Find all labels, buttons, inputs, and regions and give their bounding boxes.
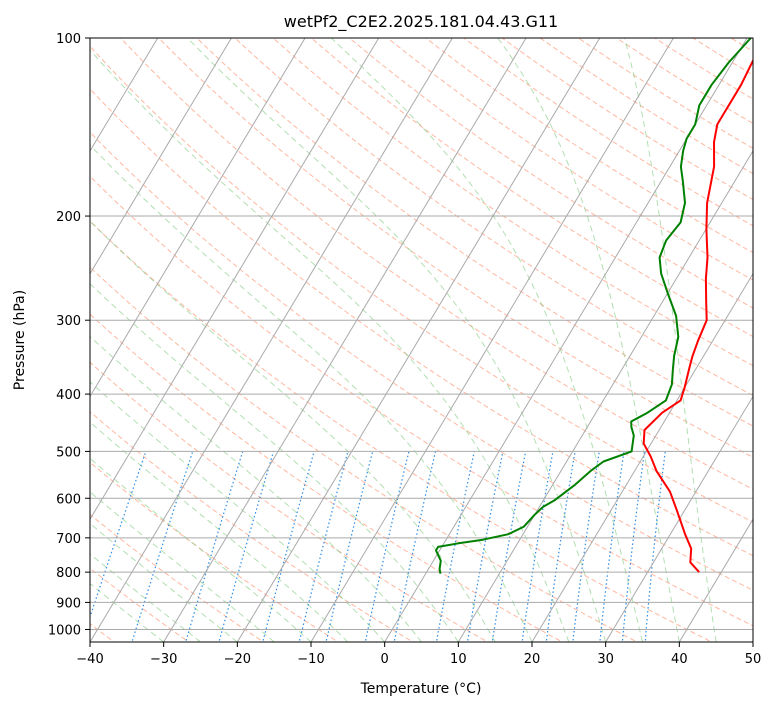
isotherm-gridline bbox=[90, 38, 380, 521]
isotherm-gridline bbox=[236, 38, 601, 642]
dewpoint-profile bbox=[435, 38, 752, 574]
chart-title: wetPf2_C2E2.2025.181.04.43.G11 bbox=[284, 12, 558, 32]
x-tick-label: −10 bbox=[297, 652, 324, 667]
background-lines bbox=[90, 38, 753, 642]
moist-adiabat bbox=[90, 335, 422, 642]
moist-adiabat bbox=[90, 220, 496, 642]
x-tick-label: −20 bbox=[224, 652, 251, 667]
isotherm-gridline bbox=[90, 38, 232, 275]
dry-adiabat bbox=[90, 88, 753, 557]
moist-adiabat bbox=[90, 421, 349, 642]
y-tick-label: 1000 bbox=[48, 623, 81, 638]
dry-adiabat bbox=[90, 131, 753, 591]
y-axis: 100 200 300 400 500 600 700 800 900 1000 bbox=[48, 32, 90, 638]
moist-adiabat bbox=[90, 144, 533, 642]
moist-adiabat bbox=[497, 38, 680, 642]
dry-adiabat bbox=[386, 38, 753, 281]
moist-adiabat bbox=[90, 282, 459, 642]
mixing-ratio-line bbox=[325, 451, 374, 642]
moist-adiabat bbox=[187, 38, 607, 642]
sounding-profiles bbox=[435, 38, 753, 574]
x-tick-label: 50 bbox=[745, 652, 762, 667]
y-tick-label: 600 bbox=[56, 492, 81, 507]
x-tick-label: 20 bbox=[524, 652, 541, 667]
y-tick-label: 900 bbox=[56, 596, 81, 611]
moist-adiabat bbox=[90, 381, 386, 642]
x-tick-label: 0 bbox=[381, 652, 389, 667]
y-tick-label: 100 bbox=[56, 32, 81, 47]
dry-adiabat bbox=[90, 313, 564, 642]
moist-adiabat bbox=[624, 38, 717, 642]
y-tick-label: 700 bbox=[56, 532, 81, 547]
isotherm-gridline bbox=[90, 38, 453, 642]
x-tick-label: 10 bbox=[450, 652, 467, 667]
x-axis-title: Temperature (°C) bbox=[360, 681, 482, 697]
x-tick-label: 40 bbox=[671, 652, 688, 667]
dry-adiabat bbox=[158, 38, 753, 458]
dry-adiabat bbox=[234, 38, 753, 397]
moist-adiabat bbox=[90, 49, 570, 642]
mixing-ratio-line bbox=[298, 451, 349, 642]
mixing-ratio-line bbox=[393, 451, 437, 642]
isotherm-gridline bbox=[310, 38, 674, 642]
isotherm-gridline bbox=[531, 272, 753, 642]
y-axis-title: Pressure (hPa) bbox=[12, 290, 28, 390]
x-tick-label: 30 bbox=[597, 652, 614, 667]
x-axis: −40 −30 −20 −10 0 10 20 30 40 50 bbox=[76, 642, 761, 667]
isotherm-gridline bbox=[90, 38, 159, 152]
y-tick-label: 800 bbox=[56, 566, 81, 581]
dry-adiabat bbox=[90, 45, 753, 523]
temperature-profile bbox=[642, 58, 753, 573]
mixing-ratio-line bbox=[364, 451, 410, 642]
dry-adiabat bbox=[90, 175, 753, 627]
y-tick-label: 400 bbox=[56, 388, 81, 403]
y-tick-label: 200 bbox=[56, 210, 81, 225]
y-tick-label: 500 bbox=[56, 445, 81, 460]
plot-frame bbox=[89, 37, 754, 643]
mixing-ratio-line bbox=[218, 451, 275, 642]
y-tick-label: 300 bbox=[56, 314, 81, 329]
isotherm-gridline bbox=[163, 38, 527, 642]
isotherm-gridline bbox=[678, 518, 753, 642]
mixing-ratio-line bbox=[90, 451, 147, 620]
mixing-ratio-line bbox=[435, 451, 475, 642]
x-tick-label: −40 bbox=[76, 652, 103, 667]
dry-adiabat bbox=[196, 38, 753, 427]
moist-adiabat bbox=[330, 38, 643, 642]
isotherm-gridline bbox=[457, 149, 753, 642]
isotherm-gridline bbox=[605, 395, 753, 642]
dry-adiabat bbox=[348, 38, 753, 309]
isotherm-gridline bbox=[90, 38, 306, 398]
mixing-ratio-line bbox=[185, 451, 244, 642]
x-tick-label: −30 bbox=[150, 652, 177, 667]
